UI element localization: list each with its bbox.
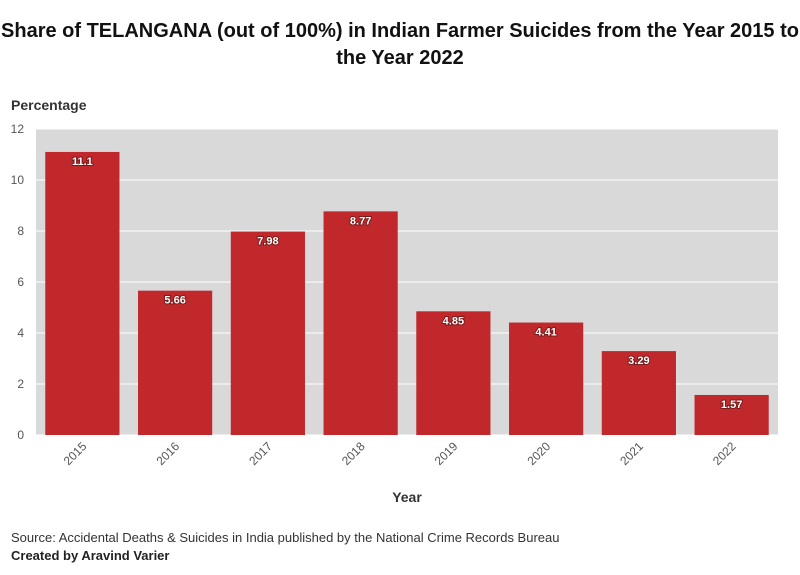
- chart-title: Share of TELANGANA (out of 100%) in Indi…: [1, 20, 799, 69]
- x-tick-label: 2022: [710, 439, 739, 468]
- x-tick-label: 2017: [246, 439, 275, 468]
- bar-chart: 11.1 5.66 7.98 8.77 4.85 4.41 3.29 1.57 0 2 4 6 8 10…: [11, 122, 778, 505]
- bar: [323, 211, 398, 435]
- y-tick-label: 6: [17, 275, 24, 289]
- data-label: 3.29: [628, 355, 649, 367]
- bar: [138, 290, 213, 435]
- x-tick-label: 2021: [617, 439, 646, 468]
- data-label: 11.1: [72, 156, 93, 168]
- data-label: 4.85: [443, 315, 464, 327]
- y-tick-label: 10: [11, 173, 25, 187]
- bars: 11.1 5.66 7.98 8.77 4.85 4.41 3.29 1.57: [45, 151, 769, 435]
- x-tick-labels: 2015 2016 2017 2018 2019 2020 2021 2022: [61, 439, 739, 468]
- data-label: 8.77: [350, 215, 371, 227]
- x-tick-label: 2018: [339, 439, 368, 468]
- data-label: 5.66: [164, 295, 185, 307]
- x-tick-label: 2020: [524, 439, 553, 468]
- bar: [230, 231, 305, 435]
- x-tick-label: 2015: [61, 439, 90, 468]
- x-axis-label: Year: [392, 489, 422, 505]
- y-tick-label: 2: [17, 377, 24, 391]
- x-tick-label: 2019: [432, 439, 461, 468]
- bar: [694, 394, 769, 435]
- credit-note: Created by Aravind Varier: [11, 548, 170, 563]
- y-tick-label: 0: [17, 428, 24, 442]
- bar: [45, 151, 120, 435]
- y-tick-label: 4: [17, 326, 24, 340]
- y-tick-label: 8: [17, 224, 24, 238]
- data-label: 7.98: [257, 236, 278, 248]
- y-tick-label: 12: [11, 122, 25, 136]
- y-axis-label: Percentage: [11, 97, 87, 113]
- source-note: Source: Accidental Deaths & Suicides in …: [11, 530, 560, 545]
- data-label: 4.41: [535, 327, 556, 339]
- y-tick-labels: 0 2 4 6 8 10 12: [11, 122, 25, 442]
- data-label: 1.57: [721, 399, 742, 411]
- bar: [601, 351, 676, 435]
- bar: [509, 322, 584, 435]
- bar: [416, 311, 491, 435]
- x-tick-label: 2016: [153, 439, 182, 468]
